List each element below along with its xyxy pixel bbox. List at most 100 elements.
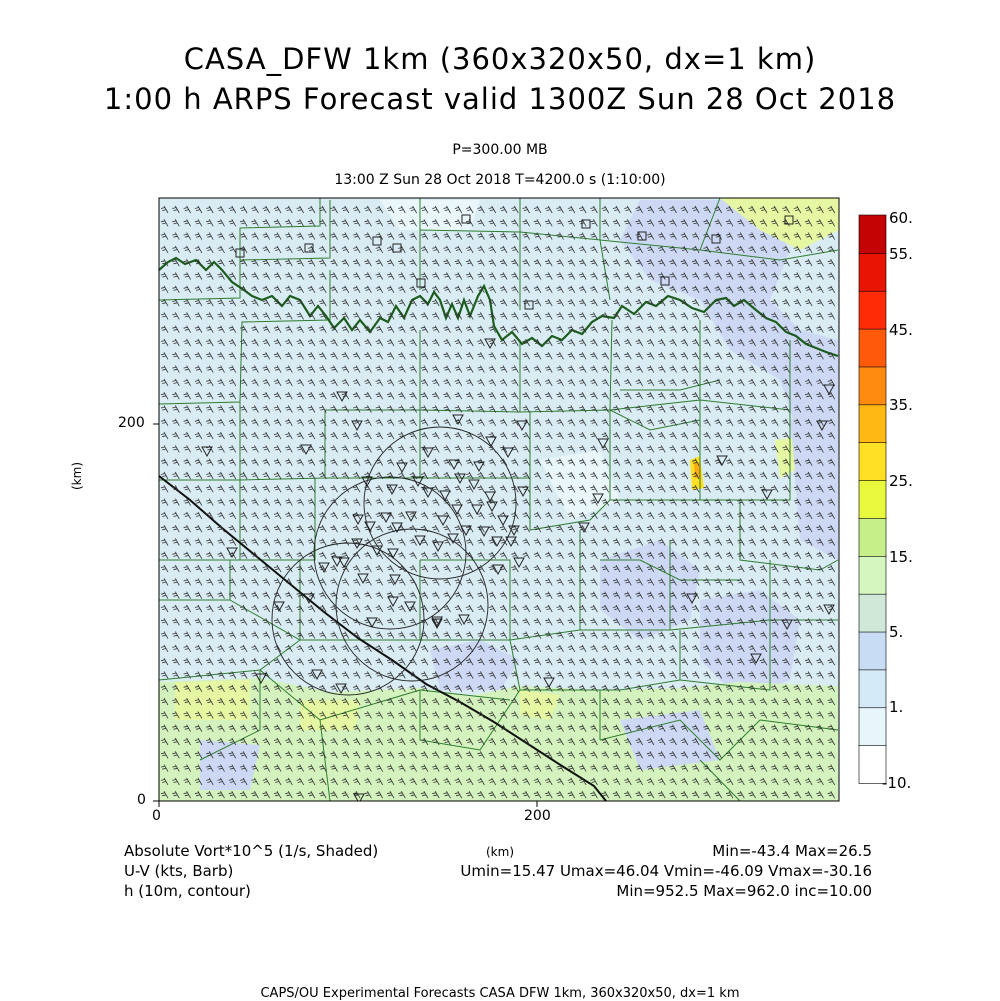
wind-barb <box>375 737 384 746</box>
wind-barb <box>579 711 587 719</box>
wind-barb <box>307 697 316 706</box>
wind-barb <box>737 285 745 293</box>
wind-barb <box>217 458 225 466</box>
wind-barb <box>172 684 180 692</box>
wind-barb <box>658 219 666 227</box>
wind-barb <box>669 325 677 333</box>
wind-barb <box>183 485 191 493</box>
wind-barb <box>364 445 372 453</box>
wind-barb <box>466 245 474 254</box>
wind-barb <box>522 737 530 746</box>
colorbar <box>858 214 887 784</box>
wind-barb <box>680 431 689 440</box>
wind-barb <box>545 791 553 799</box>
wind-barb <box>590 578 598 586</box>
wind-barb <box>206 232 214 240</box>
station-triangle-marker <box>226 547 238 559</box>
wind-barb <box>782 791 790 799</box>
wind-barb <box>454 405 463 413</box>
wind-barb <box>511 711 519 719</box>
wind-barb <box>511 777 519 786</box>
wind-barb <box>330 458 338 466</box>
wind-barb <box>714 564 723 573</box>
wind-barb <box>624 777 632 786</box>
wind-barb <box>160 445 169 453</box>
wind-barb <box>488 618 497 626</box>
wind-barb <box>228 777 237 786</box>
wind-barb <box>375 312 384 320</box>
wind-barb <box>420 458 429 466</box>
wind-barb <box>759 777 768 786</box>
wind-barb <box>567 312 576 320</box>
wind-barb <box>680 325 689 333</box>
wind-barb <box>782 751 790 759</box>
wind-barb <box>251 405 259 413</box>
wind-barb <box>635 764 643 772</box>
wind-barb <box>748 378 756 387</box>
wind-barb <box>375 418 384 426</box>
wind-barb <box>454 312 463 320</box>
wind-barb <box>601 737 610 746</box>
wind-barb <box>183 671 191 679</box>
station-triangle-marker <box>412 476 424 488</box>
wind-barb <box>816 485 824 493</box>
wind-barb <box>669 511 677 520</box>
wind-barb <box>624 392 632 400</box>
station-square-marker <box>711 234 721 244</box>
wind-barb <box>194 338 203 347</box>
wind-barb <box>669 578 677 586</box>
wind-barb <box>646 777 655 786</box>
wind-barb <box>375 658 384 666</box>
wind-barb <box>443 525 451 533</box>
wind-barb <box>296 219 304 227</box>
wind-barb <box>432 498 440 506</box>
wind-barb <box>420 392 429 400</box>
wind-barb <box>183 618 191 626</box>
wind-barb <box>296 259 304 267</box>
wind-barb <box>793 777 802 786</box>
wind-barb <box>545 498 553 506</box>
wind-barb <box>658 405 666 413</box>
colorbar-swatch <box>858 669 887 709</box>
wind-barb <box>805 219 813 227</box>
wind-barb <box>353 671 361 679</box>
wind-barb <box>714 591 723 599</box>
wind-barb <box>601 325 610 333</box>
colorbar-swatch <box>858 252 887 292</box>
wind-barb <box>533 485 542 493</box>
wind-barb <box>782 644 790 653</box>
wind-barb <box>341 205 350 214</box>
wind-barb <box>601 511 610 520</box>
wind-barb <box>646 618 655 626</box>
wind-barb <box>579 272 587 280</box>
wind-barb <box>172 392 180 400</box>
legend-stats-wind: Umin=15.47 Umax=46.04 Vmin=-46.09 Vmax=-… <box>460 862 872 880</box>
wind-barb <box>398 631 406 639</box>
wind-barb <box>567 764 576 772</box>
wind-barb <box>240 205 248 214</box>
wind-barb <box>805 272 813 280</box>
wind-barb <box>183 232 191 240</box>
wind-barb <box>725 578 734 586</box>
wind-barb <box>398 338 406 347</box>
wind-barb <box>499 578 508 586</box>
wind-barb <box>466 591 474 599</box>
wind-barb <box>692 205 700 214</box>
wind-barb <box>567 338 576 347</box>
wind-barb <box>217 697 225 706</box>
wind-barb <box>194 724 203 732</box>
wind-barb <box>240 245 248 254</box>
wind-barb <box>172 751 180 759</box>
wind-barb <box>646 578 655 586</box>
wind-barb <box>443 658 451 666</box>
wind-barb <box>601 684 610 692</box>
wind-barb <box>488 511 497 520</box>
wind-barb <box>692 338 700 347</box>
wind-barb <box>364 604 372 613</box>
wind-barb <box>793 658 802 666</box>
wind-barb <box>375 298 384 307</box>
wind-barb <box>160 591 169 599</box>
wind-barb <box>285 312 293 320</box>
wind-barb <box>251 338 259 347</box>
wind-barb <box>398 697 406 706</box>
